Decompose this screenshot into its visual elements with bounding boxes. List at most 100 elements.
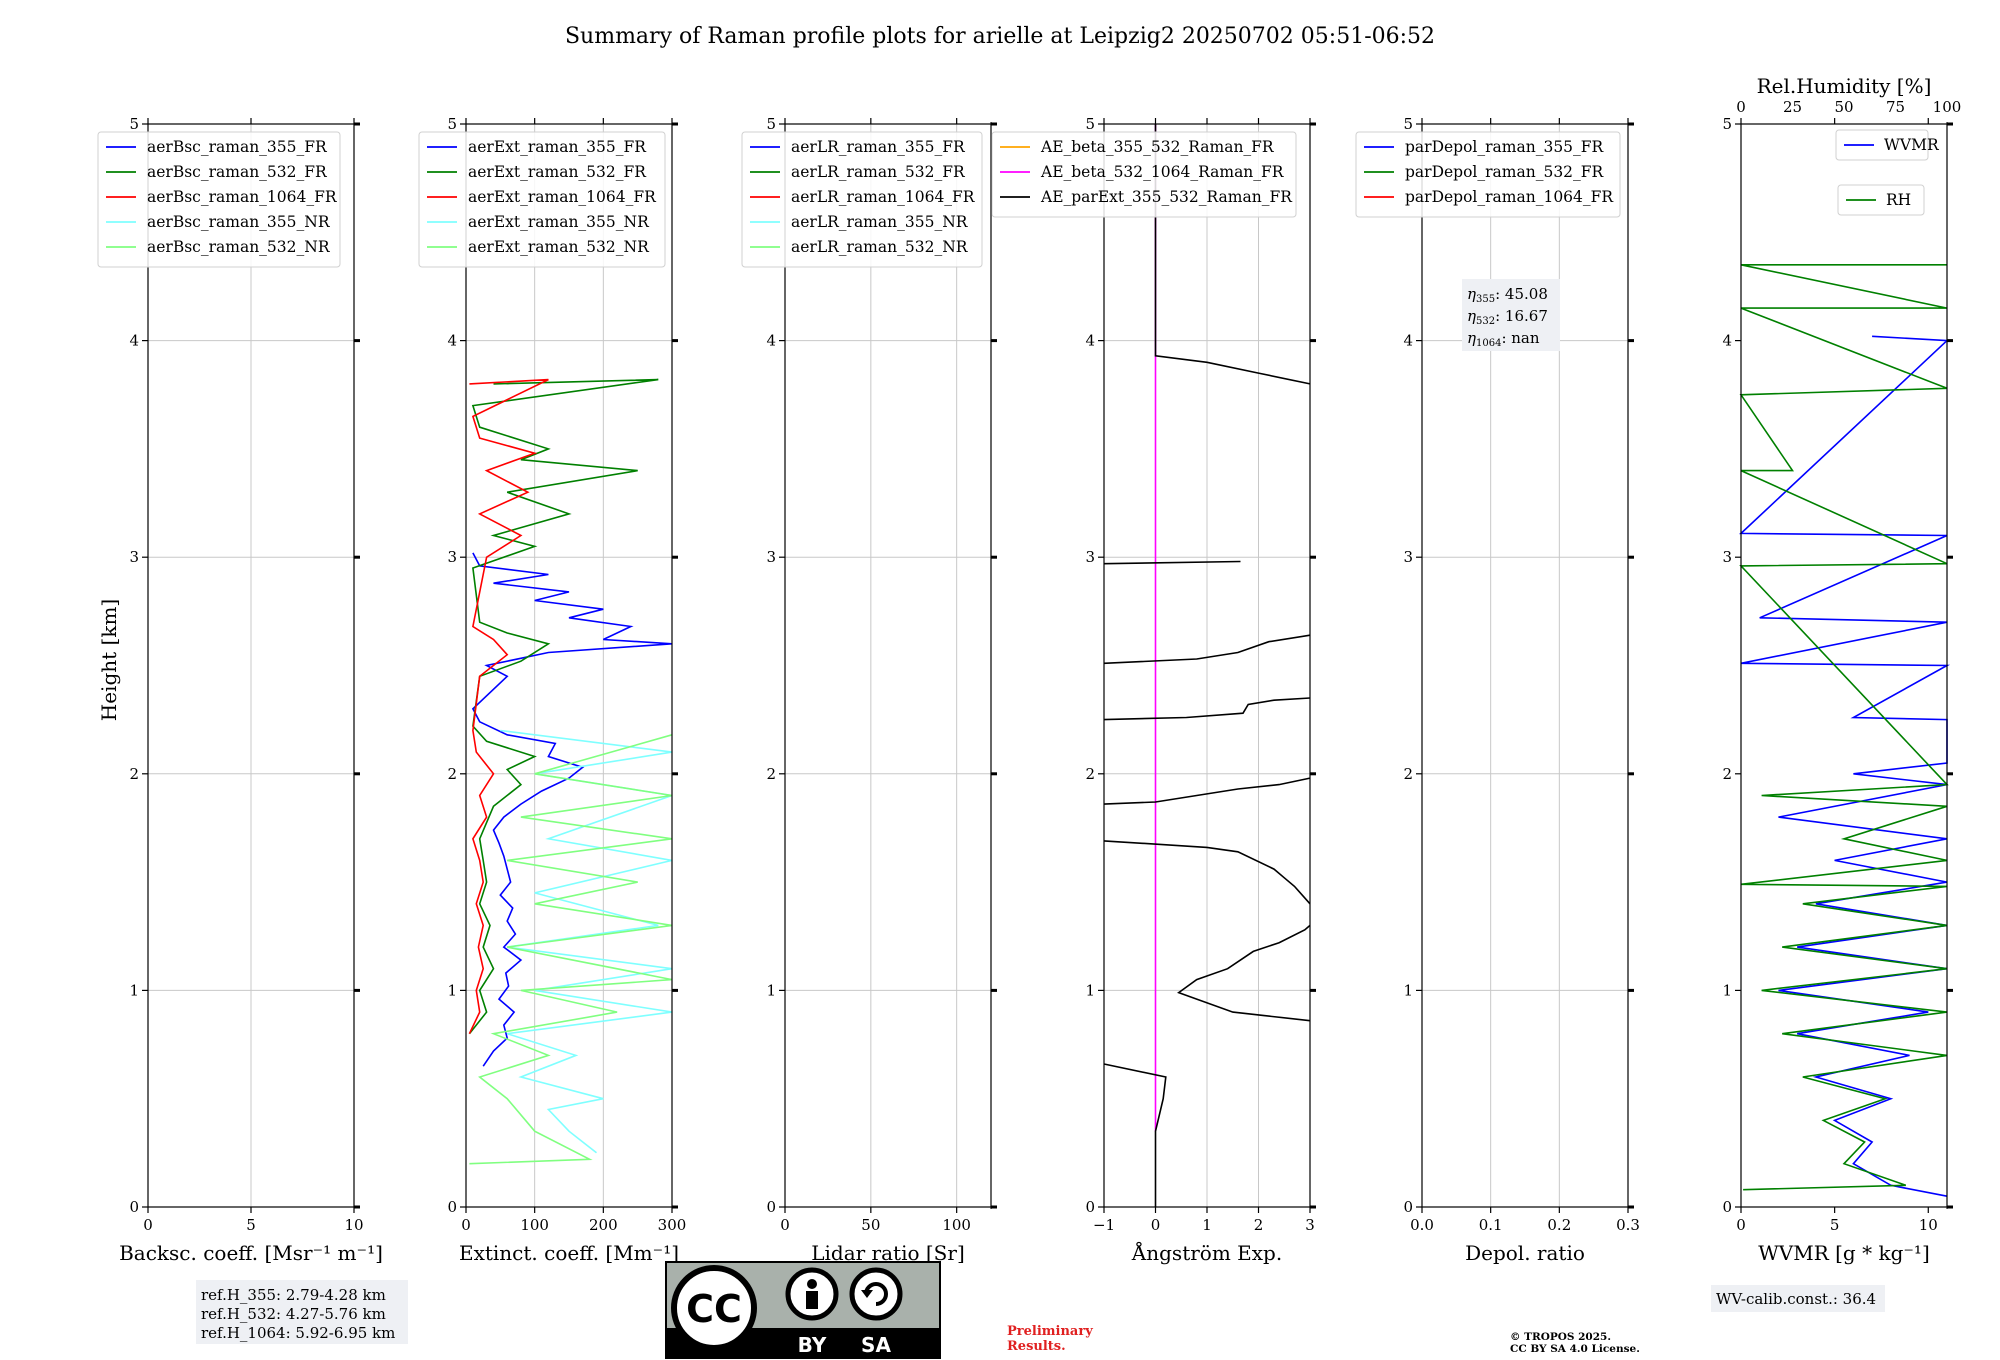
y-tick-label: 2	[766, 765, 776, 783]
legend-box	[1837, 184, 1925, 216]
ref-height-355: ref.H_355: 2.79-4.28 km	[201, 1286, 386, 1304]
y-tick-label: 1	[1085, 981, 1095, 999]
y-tick-label: 2	[1085, 765, 1095, 783]
legend-entry: aerBsc_raman_1064_FR	[147, 188, 338, 206]
top-tick-label: 0	[1736, 98, 1746, 116]
series-line-AE_parExt_355_532_Raman_FR	[1103, 1063, 1167, 1207]
y-tick-label: 0	[1085, 1198, 1095, 1216]
y-tick-label: 5	[1403, 115, 1413, 133]
top-tick-label: 50	[1834, 98, 1853, 116]
y-tick-label: 4	[766, 332, 776, 350]
eta-annotation: η1064: nan	[1467, 329, 1540, 349]
x-tick-label: 5	[246, 1216, 256, 1234]
y-tick-label: 3	[129, 548, 139, 566]
y-tick-label: 0	[447, 1198, 457, 1216]
plot-frame	[465, 123, 673, 1208]
legend-entry: AE_parExt_355_532_Raman_FR	[1040, 188, 1293, 206]
x-tick-label: 0	[1151, 1216, 1161, 1234]
x-tick-label: 0	[1736, 1216, 1746, 1234]
x-tick-label: 2	[1254, 1216, 1264, 1234]
y-tick-label: 2	[1722, 765, 1732, 783]
legend-entry: WVMR	[1884, 136, 1940, 154]
y-tick-label: 0	[129, 1198, 139, 1216]
copyright-line-2: CC BY SA 4.0 License.	[1510, 1343, 1640, 1355]
legend: AE_beta_355_532_Raman_FR AE_beta_532_1064…	[991, 131, 1297, 218]
legend-box	[741, 131, 983, 268]
y-tick-label: 5	[447, 115, 457, 133]
legend: WVMR	[1835, 129, 1940, 161]
legend-box	[418, 131, 666, 268]
y-tick-label: 1	[129, 981, 139, 999]
ref-height-1064: ref.H_1064: 5.92-6.95 km	[201, 1324, 395, 1342]
x-tick-label: 1	[1202, 1216, 1212, 1234]
series-line-AE_parExt_355_532_Raman_FR	[1103, 634, 1311, 665]
x-axis-label: Extinct. coeff. [Mm⁻¹]	[459, 1241, 679, 1265]
legend-box	[991, 131, 1297, 218]
series-line-AE_parExt_355_532_Raman_FR	[1177, 924, 1311, 1022]
x-tick-label: 10	[1919, 1216, 1938, 1234]
legend-entry: aerLR_raman_1064_FR	[791, 188, 976, 206]
y-tick-label: 5	[1085, 115, 1095, 133]
x-tick-label: 100	[942, 1216, 971, 1234]
series-line-aerExt_raman_532_FR	[468, 378, 659, 1035]
x-axis-label: Backsc. coeff. [Msr⁻¹ m⁻¹]	[119, 1241, 383, 1265]
annotation-background	[1711, 1285, 1885, 1312]
legend-entry: parDepol_raman_532_FR	[1405, 163, 1605, 181]
y-tick-label: 4	[1722, 332, 1732, 350]
y-tick-label: 4	[129, 332, 139, 350]
legend: aerExt_raman_355_FR aerExt_raman_532_FRae…	[418, 131, 666, 268]
legend-entry: aerLR_raman_532_NR	[791, 238, 969, 256]
cc-by-label: BY	[798, 1333, 827, 1357]
legend-box	[1835, 129, 1929, 161]
x-tick-label: 50	[861, 1216, 880, 1234]
legend-box	[1355, 131, 1621, 218]
series-line-RH	[1739, 263, 1949, 1191]
eta-annotation: η532: 16.67	[1467, 307, 1548, 327]
legend-entry: aerExt_raman_355_NR	[468, 213, 650, 231]
series-line-AE_parExt_355_532_Raman_FR	[1154, 124, 1311, 385]
legend-box	[97, 131, 341, 268]
y-tick-label: 5	[1722, 115, 1732, 133]
panel-1: 0 1 2 3 4 5 0 5 10 Backsc. coeff. [Msr⁻¹ m⁻¹] aerB…	[97, 115, 383, 1265]
plot-frame	[1421, 123, 1629, 1208]
x-tick-label: 100	[520, 1216, 549, 1234]
legend-entry: aerExt_raman_532_NR	[468, 238, 650, 256]
legend: parDepol_raman_355_FR parDepol_raman_532_…	[1355, 131, 1621, 218]
legend-entry: aerLR_raman_355_FR	[791, 138, 966, 156]
legend-entry: aerExt_raman_532_FR	[468, 163, 647, 181]
y-tick-label: 1	[1403, 981, 1413, 999]
legend-entry: aerExt_raman_355_FR	[468, 138, 647, 156]
cc-logo-text: CC	[686, 1287, 742, 1331]
ref-heights-box: ref.H_355: 2.79-4.28 km ref.H_532: 4.27-…	[196, 1280, 408, 1344]
top-tick-label: 25	[1783, 98, 1802, 116]
eta-annotation: η355: 45.08	[1467, 285, 1548, 305]
y-tick-label: 4	[1085, 332, 1095, 350]
y-tick-label: 2	[447, 765, 457, 783]
legend: aerLR_raman_355_FR aerLR_raman_532_FR aerL…	[741, 131, 983, 268]
wv-calib-text: WV-calib.const.: 36.4	[1716, 1290, 1876, 1308]
plot-frame	[1740, 123, 1948, 1208]
x-axis-label: WVMR [g * kg⁻¹]	[1758, 1241, 1930, 1265]
cc-logo-icon	[671, 1265, 757, 1351]
top-axis-label: Rel.Humidity [%]	[1757, 74, 1932, 98]
cc-sa-label: SA	[861, 1333, 891, 1357]
x-tick-label: 0.3	[1616, 1216, 1640, 1234]
x-tick-label: 200	[589, 1216, 618, 1234]
panel-2: 0 1 2 3 4 5 0 100 200 300 Extinct. coeff. [Mm⁻¹] ae…	[418, 115, 686, 1265]
legend-entry: RH	[1886, 191, 1911, 209]
legend-entry: aerBsc_raman_532_FR	[147, 163, 328, 181]
x-axis-label: Ångström Exp.	[1131, 1240, 1282, 1265]
copyright-line-1: © TROPOS 2025.	[1510, 1331, 1611, 1343]
series-line-aerExt_raman_532_NR	[469, 734, 673, 1165]
x-tick-label: 0.0	[1410, 1216, 1434, 1234]
legend-entry: AE_beta_532_1064_Raman_FR	[1040, 163, 1285, 181]
x-axis-label: Depol. ratio	[1465, 1241, 1585, 1265]
legend: RH	[1837, 184, 1925, 216]
legend: aerBsc_raman_355_FR aerBsc_raman_532_FRae…	[97, 131, 341, 268]
y-tick-label: 5	[766, 115, 776, 133]
legend-entry: parDepol_raman_355_FR	[1405, 138, 1605, 156]
legend-entry: aerBsc_raman_355_NR	[147, 213, 331, 231]
